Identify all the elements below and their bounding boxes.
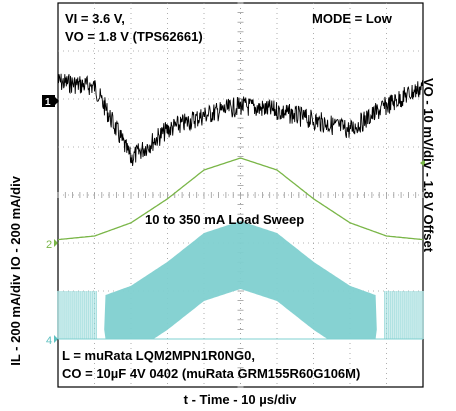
inductor-annotation: L = muRata LQM2MPN1R0NG0, xyxy=(62,348,255,363)
svg-text:2: 2 xyxy=(46,239,52,251)
channel-markers: 1 2 4 xyxy=(42,95,425,347)
y-axis-label-il: IL - 200 mA/div xyxy=(8,274,23,366)
svg-text:4: 4 xyxy=(46,335,52,347)
mode-annotation: MODE = Low xyxy=(312,11,393,26)
trace-layer xyxy=(57,73,424,340)
ch4-marker: 4 xyxy=(46,335,58,347)
il-trace-envelope xyxy=(58,221,423,339)
vo-trace xyxy=(57,73,424,167)
ch1-marker: 1 xyxy=(42,95,59,108)
ch2-marker: 2 xyxy=(46,239,58,251)
vo-trigger-marker xyxy=(420,159,425,167)
svg-text:1: 1 xyxy=(45,97,51,108)
capacitor-annotation: CO = 10µF 4V 0402 (muRata GRM155R60G106M… xyxy=(62,366,360,381)
vi-annotation: VI = 3.6 V, xyxy=(65,11,125,26)
io-trace xyxy=(57,157,424,241)
vo-annotation: VO = 1.8 V (TPS62661) xyxy=(65,29,203,44)
y-axis-label-right: VO - 10 mV/div - 1.8 V Offset xyxy=(421,77,436,253)
x-axis-label: t - Time - 10 µs/div xyxy=(183,392,297,407)
load-sweep-annotation: 10 to 350 mA Load Sweep xyxy=(145,212,304,227)
annotations: VI = 3.6 V, VO = 1.8 V (TPS62661) MODE =… xyxy=(62,11,393,381)
